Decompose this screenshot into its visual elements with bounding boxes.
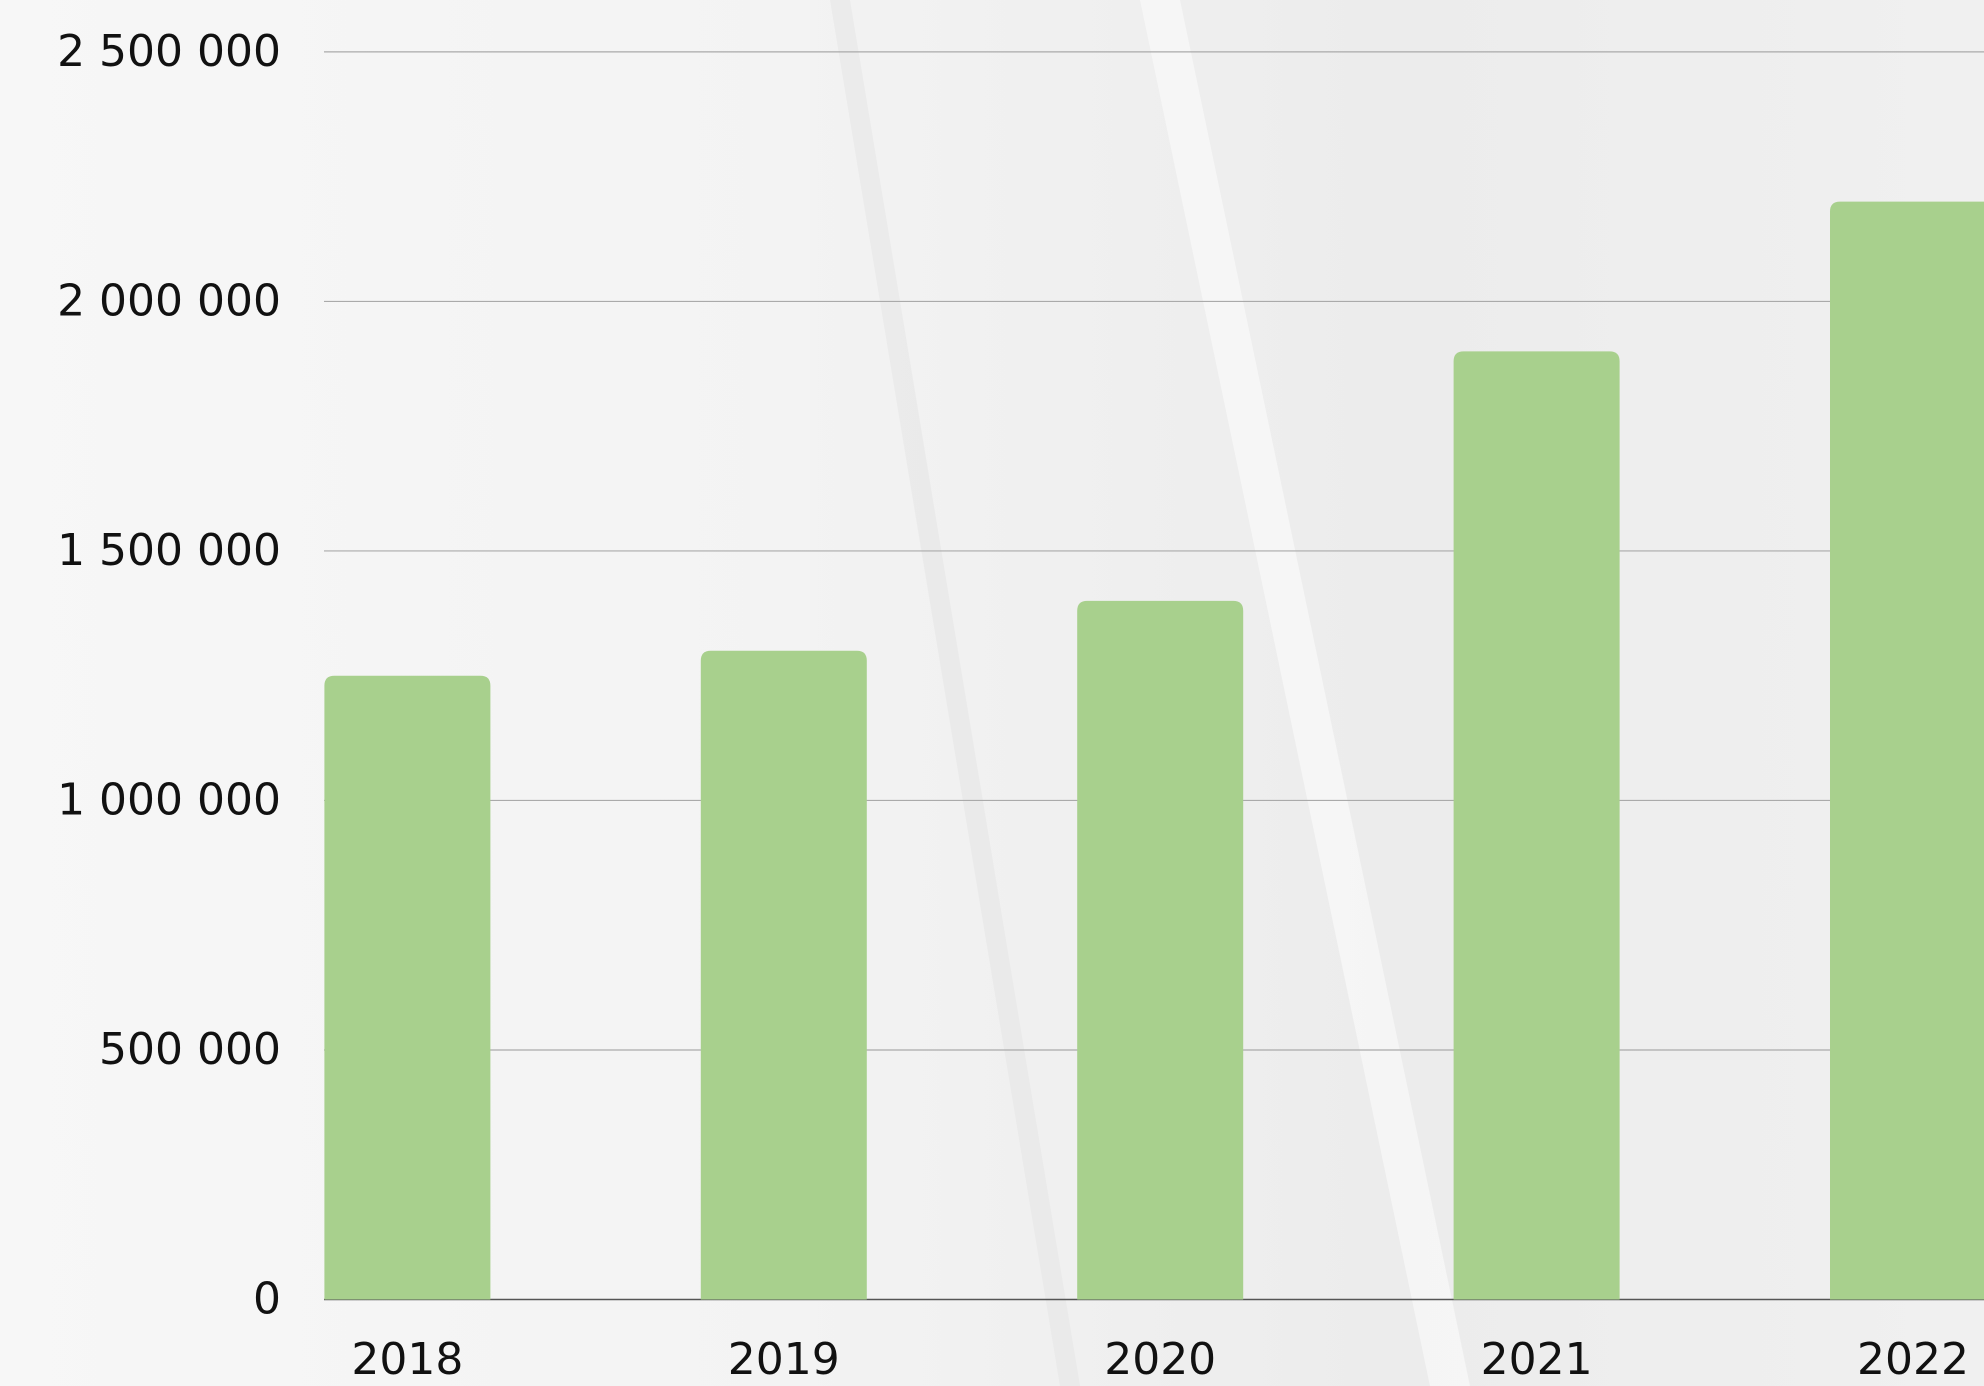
- x-tick-label: 2021: [1481, 1334, 1593, 1385]
- bar: [1077, 600, 1244, 1300]
- y-tick-label: 2 500 000: [57, 26, 281, 77]
- y-tick-label: 2 000 000: [57, 275, 281, 326]
- x-tick-label: 2022: [1857, 1334, 1969, 1385]
- y-tick-label: 0: [253, 1274, 281, 1325]
- bar: [324, 675, 491, 1300]
- bar: [1453, 351, 1620, 1300]
- x-tick-label: 2019: [728, 1334, 840, 1385]
- y-tick-label: 1 500 000: [57, 525, 281, 576]
- x-tick-label: 2020: [1104, 1334, 1216, 1385]
- background-stripe: [1140, 0, 1470, 1386]
- y-tick-label: 500 000: [99, 1024, 281, 1075]
- bar: [700, 650, 867, 1300]
- background-stripe: [830, 0, 1080, 1386]
- y-tick-label: 1 000 000: [57, 774, 281, 825]
- x-tick-label: 2018: [351, 1334, 463, 1385]
- bar: [1830, 201, 1984, 1300]
